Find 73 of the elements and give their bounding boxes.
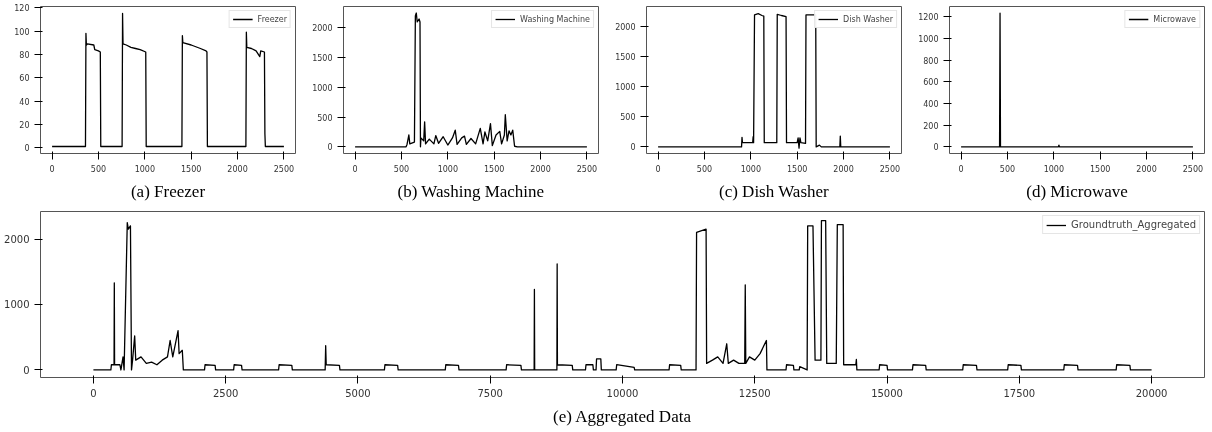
y-tick-label: 0	[630, 143, 636, 153]
y-tick-label: 1000	[4, 299, 30, 311]
x-tick-label: 500	[393, 164, 410, 174]
x-tick-label: 1000	[740, 164, 761, 174]
y-tick-label: 400	[923, 100, 939, 110]
y-tick-label: 100	[14, 27, 30, 37]
x-tick-label: 1500	[1090, 164, 1111, 174]
x-tick-label: 20000	[1135, 387, 1168, 399]
y-tick-label: 0	[23, 364, 30, 376]
y-tick-label: 1200	[918, 13, 939, 23]
y-tick-label: 0	[327, 143, 333, 153]
y-tick-label: 0	[24, 144, 30, 154]
x-tick-label: 12500	[738, 387, 771, 399]
x-tick-label: 5000	[345, 387, 371, 399]
legend-label: Washing Machine	[520, 14, 590, 24]
x-tick-label: 1000	[1043, 164, 1064, 174]
x-tick-label: 15000	[871, 387, 903, 399]
text: (a) Freezer	[130, 181, 206, 201]
text: (d) Microwave	[1026, 181, 1128, 201]
x-tick-label: 1000	[134, 164, 155, 174]
x-tick-label: 0	[958, 164, 964, 174]
x-tick-label: 2500	[212, 387, 239, 399]
x-tick-label: 2000	[833, 164, 854, 174]
x-tick-label: 2500	[879, 164, 901, 174]
legend-label: Microwave	[1153, 14, 1196, 24]
y-tick-label: 500	[317, 113, 333, 123]
y-tick-label: 1500	[615, 53, 636, 63]
x-tick-label: 2500	[273, 164, 295, 174]
x-tick-label: 2500	[576, 164, 598, 174]
text: (c) Dish Washer	[718, 181, 830, 201]
x-tick-label: 500	[999, 164, 1016, 174]
legend-label: Groundtruth_Aggregated	[1071, 219, 1196, 230]
y-tick-label: 2000	[615, 23, 636, 33]
x-tick-label: 2000	[227, 164, 248, 174]
line-series	[657, 13, 891, 149]
x-tick-label: 2000	[1136, 164, 1157, 174]
y-tick-label: 2000	[4, 234, 30, 245]
y-tick-label: 800	[923, 56, 939, 66]
y-tick-label: 80	[19, 50, 30, 60]
line-series	[51, 12, 285, 148]
y-tick-label: 2000	[312, 24, 333, 34]
y-tick-label: 200	[923, 121, 939, 131]
x-tick-label: 10000	[606, 387, 639, 399]
y-tick-label: 60	[19, 74, 30, 84]
x-tick-label: 2000	[530, 164, 551, 174]
x-tick-label: 7500	[477, 387, 503, 399]
x-tick-label: 0	[49, 164, 55, 174]
x-tick-label: 1500	[787, 164, 808, 174]
x-tick-label: 17500	[1003, 387, 1036, 399]
y-tick-label: 0	[933, 143, 939, 153]
legend-label: Freezer	[257, 14, 287, 24]
x-tick-label: 0	[655, 164, 661, 174]
y-tick-label: 1000	[918, 35, 939, 45]
legend-label: Dish Washer	[843, 14, 893, 24]
text: (e) Aggregated Data	[553, 406, 692, 426]
y-tick-label: 40	[19, 97, 30, 107]
x-tick-label: 2500	[1182, 164, 1204, 174]
y-tick-label: 1500	[312, 54, 333, 64]
x-tick-label: 1500	[181, 164, 202, 174]
y-tick-label: 1000	[615, 83, 636, 93]
y-tick-label: 1000	[312, 83, 333, 93]
x-tick-label: 500	[696, 164, 713, 174]
x-tick-label: 1500	[484, 164, 505, 174]
y-tick-label: 600	[923, 78, 939, 88]
x-tick-label: 0	[352, 164, 358, 174]
y-tick-label: 120	[14, 4, 30, 14]
text: (b) Washing Machine	[397, 181, 545, 201]
x-tick-label: 1000	[437, 164, 458, 174]
y-tick-label: 20	[19, 120, 30, 130]
x-tick-label: 0	[90, 387, 97, 399]
line-series	[354, 12, 588, 148]
x-tick-label: 500	[90, 164, 107, 174]
y-tick-label: 500	[620, 113, 636, 123]
